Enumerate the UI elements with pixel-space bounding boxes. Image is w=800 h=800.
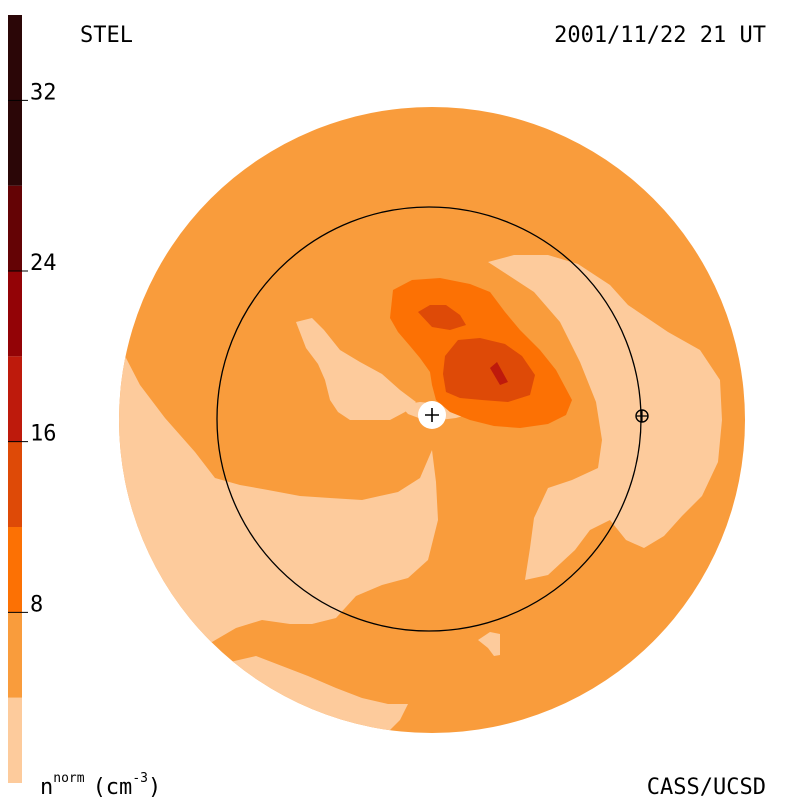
colorbar-tick-label-32: 32 bbox=[30, 80, 57, 105]
low-density-region-central-arm bbox=[296, 318, 416, 420]
low-density-region-west bbox=[119, 350, 438, 642]
low-density-region-south-notch bbox=[478, 632, 500, 656]
colorbar-level-2 bbox=[8, 527, 22, 613]
colorbar-unit-label: nnorm (cm-3) bbox=[40, 771, 161, 800]
unit-close: ) bbox=[148, 775, 161, 800]
colorbar-level-1 bbox=[8, 612, 22, 698]
colorbar-levels bbox=[8, 15, 22, 783]
orbit-circle bbox=[216, 206, 642, 632]
earth-marker-icon bbox=[635, 409, 649, 423]
colorbar-level-3 bbox=[8, 441, 22, 527]
peak-density-region bbox=[490, 362, 508, 385]
timestamp-label: 2001/11/22 21 UT bbox=[554, 23, 766, 48]
credit-label: CASS/UCSD bbox=[647, 775, 766, 800]
colorbar-tick-label-8: 8 bbox=[30, 592, 43, 617]
colorbar-level-0 bbox=[8, 697, 22, 783]
low-density-region-east bbox=[488, 255, 722, 580]
high-density-region-north bbox=[418, 305, 466, 330]
unit-superscript-norm: norm bbox=[53, 771, 84, 786]
density-disc bbox=[119, 107, 745, 733]
unit-symbol: n bbox=[40, 775, 53, 800]
colorbar-level-6 bbox=[8, 185, 22, 271]
sun-marker-icon bbox=[425, 408, 439, 422]
colorbar-tick-label-16: 16 bbox=[30, 422, 57, 447]
unit-superscript-exponent: -3 bbox=[132, 771, 148, 786]
colorbar-tick-label-24: 24 bbox=[30, 251, 57, 276]
colorbar-level-5 bbox=[8, 271, 22, 357]
colorbar-ticks: 8 16 24 32 bbox=[8, 80, 57, 617]
unit-open: (cm bbox=[93, 775, 133, 800]
colorbar: 8 16 24 32 bbox=[8, 15, 57, 783]
high-density-region-main bbox=[443, 338, 535, 402]
colorbar-level-4 bbox=[8, 356, 22, 442]
instrument-label: STEL bbox=[80, 23, 133, 48]
